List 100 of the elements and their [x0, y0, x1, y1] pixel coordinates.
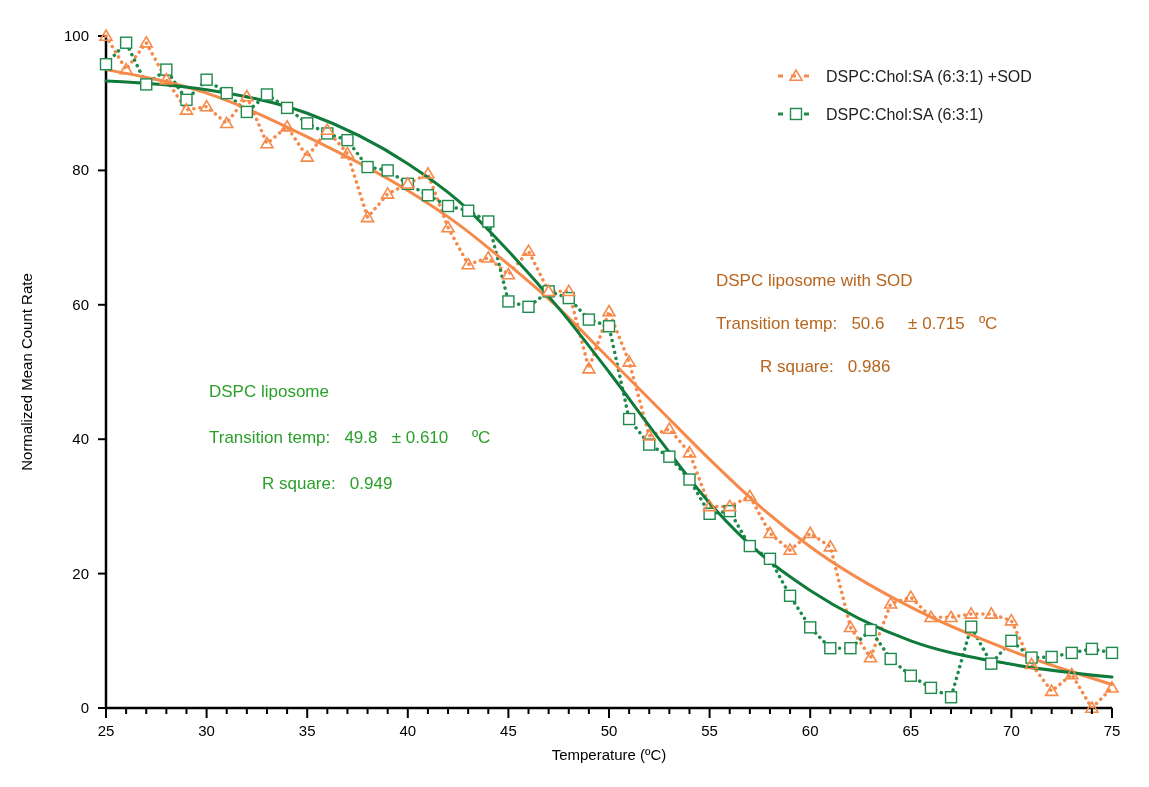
- point: [179, 103, 194, 115]
- point: [1105, 681, 1119, 693]
- y-tick-label: 100: [63, 27, 89, 44]
- x-axis-title: Temperature (ºC): [551, 746, 667, 763]
- point: [683, 473, 696, 486]
- point: [743, 539, 757, 553]
- y-tick-label: 40: [72, 430, 89, 448]
- point: [139, 35, 154, 48]
- point: [99, 58, 113, 71]
- x-tick-label: 60: [801, 722, 819, 739]
- point: [360, 210, 375, 223]
- point: [381, 164, 394, 177]
- point: [521, 244, 536, 257]
- x-tick-label: 65: [902, 722, 920, 739]
- point: [1085, 701, 1099, 713]
- y-tick-label: 0: [80, 699, 89, 716]
- x-tick-label: 25: [97, 722, 115, 739]
- point: [863, 650, 878, 663]
- point: [300, 150, 314, 162]
- point: [884, 652, 897, 666]
- point: [361, 160, 374, 174]
- annotation: R square: 0.986: [760, 357, 891, 376]
- point: [804, 621, 817, 634]
- point: [280, 119, 294, 132]
- point: [522, 300, 535, 314]
- point: [380, 187, 395, 199]
- point: [743, 489, 757, 502]
- point: [260, 88, 274, 101]
- point: [944, 610, 958, 623]
- point: [240, 89, 254, 102]
- y-tick-label: 20: [72, 564, 89, 582]
- point: [501, 267, 516, 280]
- point: [561, 284, 576, 297]
- point: [1004, 613, 1019, 626]
- point: [702, 499, 717, 512]
- point: [682, 445, 697, 458]
- point: [663, 450, 676, 463]
- point: [823, 539, 838, 552]
- point: [783, 589, 797, 602]
- point: [441, 199, 455, 213]
- point: [160, 63, 173, 76]
- point: [320, 123, 335, 136]
- point: [240, 105, 254, 119]
- point: [1064, 667, 1079, 680]
- point: [924, 681, 938, 695]
- point: [441, 220, 455, 233]
- point: [883, 597, 898, 609]
- point: [964, 607, 978, 619]
- point: [219, 116, 234, 129]
- point: [1024, 657, 1039, 670]
- x-tick-label: 55: [701, 722, 718, 739]
- x-tick-label: 45: [500, 722, 517, 739]
- annotation: R square: 0.949: [262, 474, 393, 493]
- x-tick-label: 35: [298, 722, 316, 739]
- point: [341, 133, 354, 147]
- point: [200, 73, 213, 86]
- point: [803, 526, 817, 539]
- point: [864, 623, 877, 637]
- point: [1045, 650, 1058, 664]
- point: [140, 78, 153, 91]
- point: [582, 361, 596, 374]
- point: [642, 429, 657, 441]
- point: [582, 313, 596, 326]
- point: [602, 304, 616, 317]
- point: [843, 620, 858, 633]
- point: [1065, 646, 1078, 660]
- point: [260, 136, 274, 149]
- point: [119, 62, 133, 75]
- annotation: DSPC liposome: [209, 382, 329, 401]
- point: [1005, 634, 1018, 647]
- point: [340, 146, 355, 159]
- point: [199, 99, 214, 112]
- point: [622, 355, 636, 367]
- point: [985, 657, 998, 670]
- point: [964, 620, 978, 633]
- point: [984, 607, 999, 619]
- point: [1044, 684, 1059, 697]
- point: [763, 526, 777, 539]
- point: [421, 166, 435, 179]
- y-tick-label: 80: [72, 161, 89, 179]
- x-tick-label: 30: [198, 722, 215, 739]
- point: [119, 36, 133, 49]
- point: [220, 86, 233, 100]
- x-tick-label: 40: [399, 722, 417, 739]
- annotation: DSPC liposome with SOD: [716, 271, 913, 290]
- point: [1085, 642, 1099, 656]
- point: [924, 610, 938, 623]
- legend-label: DSPC:Chol:SA (6:3:1): [826, 106, 984, 123]
- y-tick-label: 60: [72, 295, 89, 313]
- point: [602, 320, 616, 333]
- point: [502, 295, 515, 308]
- x-tick-label: 50: [600, 722, 618, 739]
- point: [481, 250, 496, 263]
- point: [280, 101, 294, 115]
- y-axis-title: Normalized Mean Count Rate: [18, 273, 35, 471]
- point: [904, 590, 918, 603]
- x-tick-label: 70: [1003, 722, 1020, 739]
- x-tick-label: 75: [1103, 722, 1121, 739]
- point: [180, 93, 193, 107]
- point: [159, 72, 174, 85]
